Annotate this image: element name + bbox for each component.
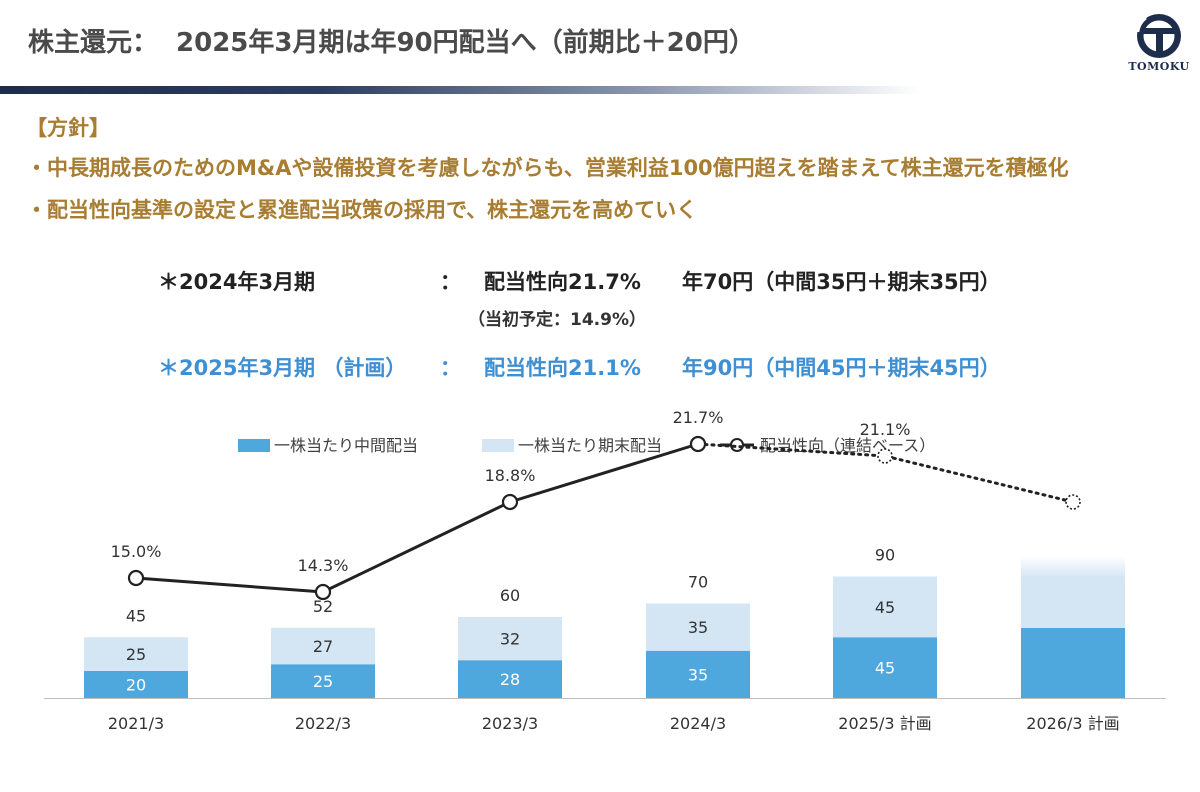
payout-label-4: 21.1% [860, 420, 911, 439]
legend-label-year-end: 一株当たり期末配当 [518, 436, 663, 455]
label-total-3: 70 [688, 573, 708, 592]
payout-point-5 [1065, 494, 1081, 510]
policy-bullet-2: ・配当性向基準の設定と累進配当政策の採用で、株主還元を高めていく [26, 198, 698, 222]
label-year-end-2: 32 [500, 630, 520, 649]
payout-label-0: 15.0% [111, 542, 162, 561]
payout-line-actual [135, 442, 699, 594]
summary-row1-note: （当初予定：14.9%） [468, 310, 646, 330]
summary-row2-colon: ： [440, 356, 461, 380]
page-title-right: 2025年3月期は年90円配当へ（前期比＋20円） [176, 28, 755, 58]
label-total-1: 52 [313, 597, 333, 616]
legend-label-interim: 一株当たり中間配当 [274, 436, 419, 455]
label-total-0: 45 [126, 606, 146, 625]
label-total-2: 60 [500, 586, 520, 605]
legend-swatch-year-end [482, 439, 514, 452]
summary-row1-period: ＊2024年3月期 [158, 270, 316, 294]
label-interim-3: 35 [688, 665, 708, 684]
summary-row2-period: ＊2025年3月期 （計画） [158, 356, 407, 380]
summary-row1-colon: ： [440, 270, 461, 294]
payout-label-1: 14.3% [298, 556, 349, 575]
label-interim-1: 25 [313, 672, 333, 691]
bar-year-end-3 [646, 603, 750, 651]
bar-year-end-1 [271, 627, 375, 665]
label-interim-0: 20 [126, 676, 146, 695]
payout-point-4 [877, 448, 893, 464]
x-tick-label-4: 2025/3 計画 [838, 714, 931, 733]
label-interim-2: 28 [500, 670, 520, 689]
x-tick-label-5: 2026/3 計画 [1026, 714, 1119, 733]
label-interim-4: 45 [875, 659, 895, 678]
x-tick-label-1: 2022/3 [295, 714, 351, 733]
bar-interim-1 [271, 664, 375, 698]
legend-swatch-interim [238, 439, 270, 452]
summary-row2-dividend: 年90円（中間45円＋期末45円） [682, 356, 1001, 380]
bar-year-end-4 [833, 576, 937, 638]
payout-point-0 [127, 569, 145, 587]
label-total-4: 90 [875, 546, 895, 565]
label-year-end-4: 45 [875, 598, 895, 617]
policy-heading: 【方針】 [26, 116, 110, 140]
logo-text: TOMOKU [1128, 60, 1190, 73]
bar-interim-4 [833, 637, 937, 698]
bar-year-end-plan-5 [1021, 556, 1125, 628]
policy-bullet-1: ・中長期成長のためのM&Aや設備投資を考慮しながらも、営業利益100億円超えを踏… [26, 156, 1069, 180]
page-title-left: 株主還元： [28, 28, 159, 58]
x-tick-label-0: 2021/3 [108, 714, 164, 733]
payout-point-1 [314, 583, 332, 601]
summary-row2-payout: 配当性向21.1% [484, 356, 641, 380]
payout-point-2 [501, 493, 519, 511]
x-tick-label-3: 2024/3 [670, 714, 726, 733]
summary-row1-payout: 配当性向21.7% [484, 270, 641, 294]
header-rule [0, 86, 920, 94]
bar-interim-plan-5 [1021, 628, 1125, 698]
summary-row1-dividend: 年70円（中間35円＋期末35円） [682, 270, 1001, 294]
payout-label-3: 21.7% [673, 408, 724, 427]
payout-point-3 [689, 435, 707, 453]
bar-year-end-0 [84, 637, 188, 671]
label-year-end-1: 27 [313, 637, 333, 656]
page-title: 株主還元： 2025年3月期は年90円配当へ（前期比＋20円） [28, 22, 755, 59]
payout-line-plan [696, 442, 1075, 504]
tomoku-logo [1136, 14, 1181, 58]
bar-interim-2 [458, 660, 562, 698]
label-year-end-3: 35 [688, 618, 708, 637]
bar-interim-0 [84, 671, 188, 698]
label-year-end-0: 25 [126, 645, 146, 664]
x-tick-label-2: 2023/3 [482, 714, 538, 733]
bar-interim-3 [646, 650, 750, 698]
bar-year-end-2 [458, 617, 562, 661]
payout-label-2: 18.8% [485, 466, 536, 485]
